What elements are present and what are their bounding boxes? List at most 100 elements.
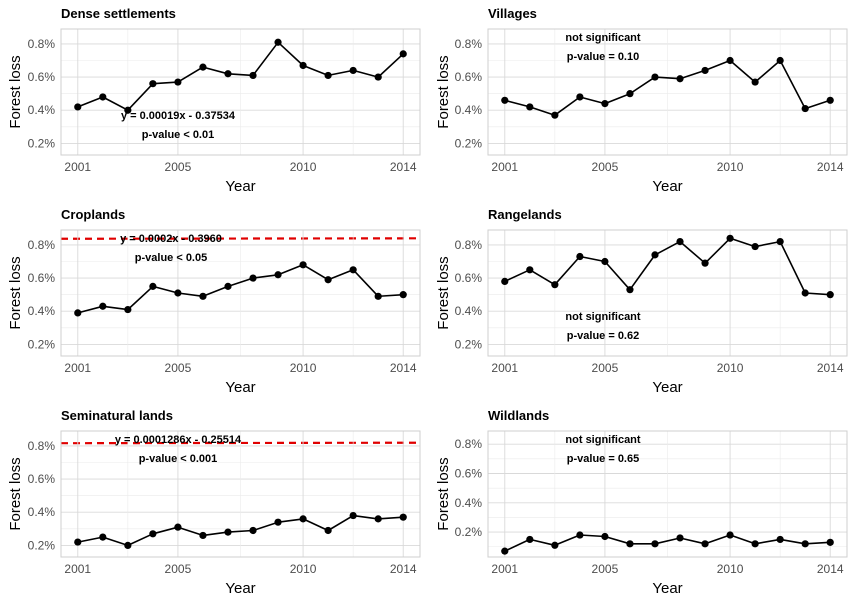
series-line xyxy=(504,534,831,552)
annotation: not significant xyxy=(565,434,641,446)
panel-border xyxy=(487,229,848,357)
x-axis-label: Year xyxy=(225,580,255,597)
data-point xyxy=(99,302,107,310)
y-tick-label: 0.2% xyxy=(28,538,56,552)
annotation: p-value = 0.65 xyxy=(567,453,639,465)
data-point xyxy=(199,531,207,540)
x-tick-label: 2010 xyxy=(290,361,317,375)
x-tick-label: 2014 xyxy=(390,160,417,174)
y-tick-label: 0.2% xyxy=(28,136,56,150)
data-point xyxy=(274,271,282,279)
y-tick-label: 0.4% xyxy=(28,304,56,318)
y-tick-label: 0.6% xyxy=(28,472,56,486)
data-point xyxy=(374,515,382,523)
panel-title: Dense settlements xyxy=(61,6,176,21)
x-tick-label: 2001 xyxy=(491,160,518,174)
data-point xyxy=(676,534,684,542)
data-point xyxy=(651,540,659,548)
data-point xyxy=(751,242,759,251)
data-point xyxy=(701,66,709,75)
annotation: p-value < 0.001 xyxy=(139,453,218,465)
data-point xyxy=(224,282,232,290)
data-point xyxy=(676,75,684,83)
data-point xyxy=(801,289,809,297)
data-point xyxy=(701,540,709,548)
data-point xyxy=(676,238,684,246)
panel-title: Rangelands xyxy=(488,207,562,222)
annotation: p-value < 0.01 xyxy=(142,129,214,141)
x-tick-label: 2005 xyxy=(165,361,192,375)
y-axis-label: Forest loss xyxy=(7,256,24,329)
panel-border xyxy=(60,28,421,156)
data-point xyxy=(74,103,82,111)
data-point xyxy=(149,80,157,88)
x-tick-label: 2001 xyxy=(64,160,91,174)
panel-title: Croplands xyxy=(61,207,126,222)
data-point xyxy=(399,513,407,521)
annotation: y = 0.00019x - 0.37534 xyxy=(121,110,236,122)
data-point xyxy=(74,538,82,546)
panel-title: Seminatural lands xyxy=(61,408,173,423)
data-point xyxy=(349,511,357,520)
y-tick-label: 0.8% xyxy=(455,238,483,252)
data-point xyxy=(324,71,332,80)
data-point xyxy=(726,234,734,242)
data-point xyxy=(374,73,382,81)
data-point xyxy=(651,73,659,81)
data-point xyxy=(249,71,257,80)
data-point xyxy=(249,526,257,535)
data-point xyxy=(576,252,584,261)
data-point xyxy=(576,531,584,539)
annotation: y = 0.0002x - 0.3960 xyxy=(120,233,222,245)
y-tick-label: 0.2% xyxy=(455,525,483,539)
series-line xyxy=(77,263,404,314)
series-line xyxy=(77,514,404,547)
x-tick-label: 2014 xyxy=(390,562,417,576)
data-point xyxy=(124,305,132,314)
annotation: p-value < 0.05 xyxy=(135,252,207,264)
data-point xyxy=(776,238,784,246)
annotation: not significant xyxy=(565,32,641,44)
y-tick-label: 0.6% xyxy=(28,70,56,84)
y-tick-label: 0.6% xyxy=(455,70,483,84)
data-point xyxy=(174,78,182,86)
data-point xyxy=(399,291,407,299)
y-tick-label: 0.2% xyxy=(455,136,483,150)
data-point xyxy=(551,281,559,289)
data-point xyxy=(751,540,759,548)
data-point xyxy=(149,282,157,290)
data-point xyxy=(601,100,609,108)
y-tick-label: 0.2% xyxy=(28,337,56,351)
annotation: p-value = 0.10 xyxy=(567,51,639,63)
data-point xyxy=(776,535,784,544)
panel-6: 0.2% 0.4% 0.6% 0.8% 2001 2005 2010 2014 Year Fore… xyxy=(435,430,848,597)
x-tick-label: 2001 xyxy=(491,562,518,576)
data-point xyxy=(199,63,207,71)
data-point xyxy=(299,515,307,523)
data-point xyxy=(324,276,332,284)
x-tick-label: 2005 xyxy=(165,562,192,576)
y-tick-label: 0.6% xyxy=(455,466,483,480)
y-axis-label: Forest loss xyxy=(435,256,452,329)
x-axis-label: Year xyxy=(652,580,682,597)
data-point xyxy=(551,111,559,119)
data-point xyxy=(299,261,307,269)
x-axis-label: Year xyxy=(225,379,255,396)
y-axis-label: Forest loss xyxy=(435,457,452,530)
data-point xyxy=(601,257,609,266)
x-tick-label: 2005 xyxy=(592,160,619,174)
y-axis-label: Forest loss xyxy=(7,457,24,530)
y-tick-label: 0.4% xyxy=(28,103,56,117)
x-tick-label: 2005 xyxy=(165,160,192,174)
y-tick-label: 0.2% xyxy=(455,337,483,351)
panel-2: 0.2% 0.4% 0.6% 0.8% 2001 2005 2010 2014 Year Fore… xyxy=(435,28,848,195)
data-point xyxy=(576,93,584,101)
data-point xyxy=(526,266,534,274)
panel-border xyxy=(60,430,421,558)
panel-title: Wildlands xyxy=(488,408,550,423)
panel-border xyxy=(487,430,848,558)
data-point xyxy=(124,106,132,114)
x-axis-label: Year xyxy=(225,178,255,195)
data-point xyxy=(651,251,659,259)
